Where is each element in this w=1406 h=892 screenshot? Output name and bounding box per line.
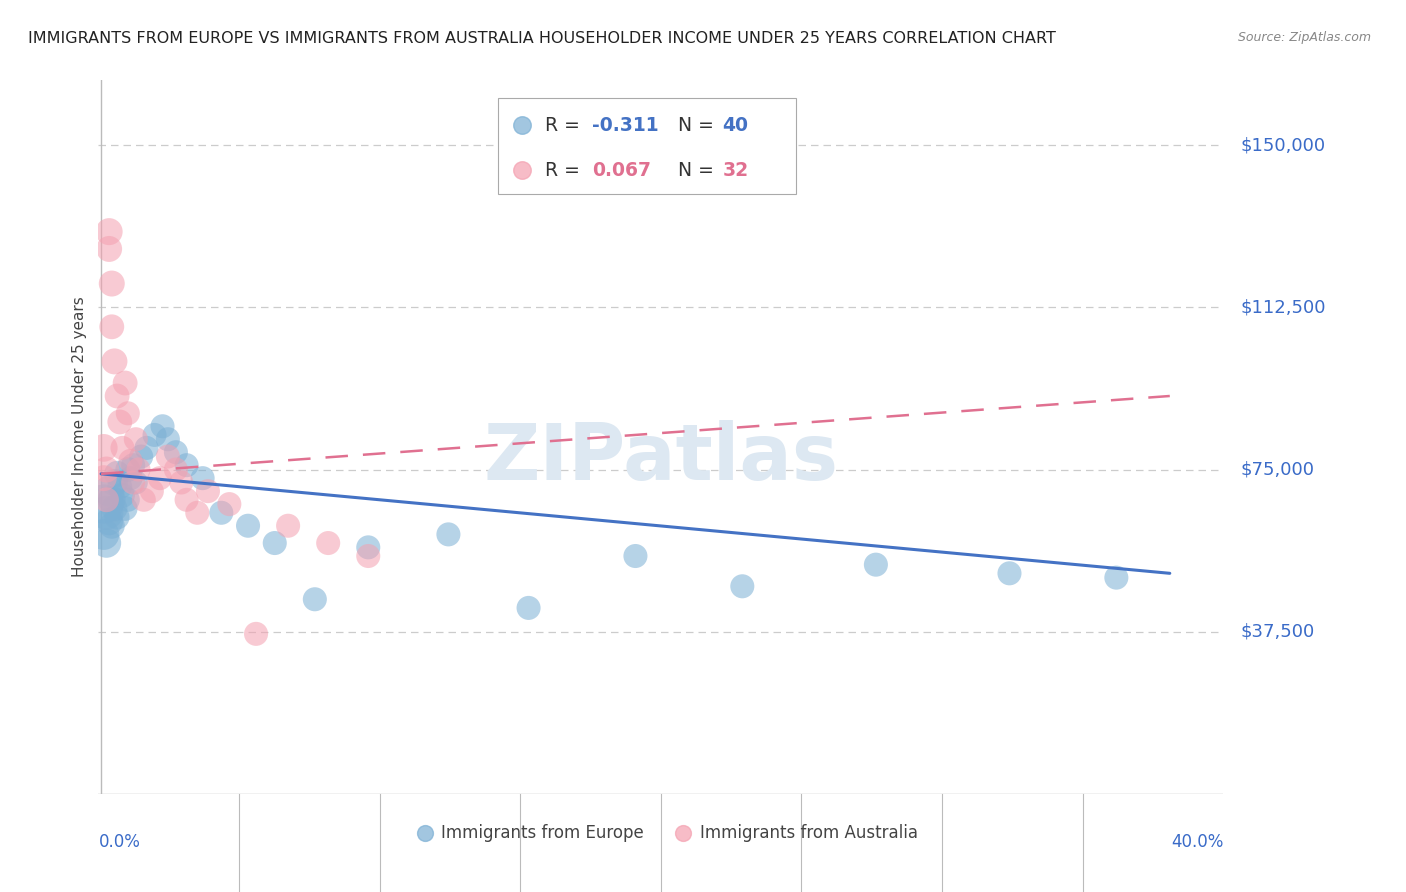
Point: [132, 492, 155, 507]
Point: [103, 354, 125, 368]
Text: N =: N =: [678, 116, 720, 135]
Point: [165, 445, 187, 459]
Point: [103, 475, 125, 490]
Point: [117, 492, 139, 507]
Point: [96, 492, 118, 507]
Point: [108, 480, 131, 494]
Point: [93, 497, 115, 511]
Point: [191, 471, 214, 485]
Point: [263, 536, 285, 550]
Text: ZIPatlas: ZIPatlas: [484, 420, 838, 497]
Point: [165, 462, 187, 476]
Point: [129, 450, 152, 464]
Point: [998, 566, 1021, 581]
Point: [517, 601, 540, 615]
Point: [120, 454, 142, 468]
Point: [98, 225, 121, 239]
Point: [357, 549, 380, 563]
Point: [624, 549, 647, 563]
Point: [98, 242, 121, 256]
Point: [156, 432, 179, 446]
Point: [128, 462, 150, 476]
Point: [96, 536, 118, 550]
Y-axis label: Householder Income Under 25 years: Householder Income Under 25 years: [72, 297, 87, 577]
Point: [105, 510, 128, 524]
Point: [96, 462, 118, 476]
Point: [120, 471, 142, 485]
Text: R =: R =: [546, 116, 586, 135]
Text: $150,000: $150,000: [1240, 136, 1326, 154]
Point: [111, 488, 134, 502]
Point: [143, 428, 166, 442]
Point: [197, 484, 219, 499]
Point: [93, 471, 115, 485]
Text: Immigrants from Europe: Immigrants from Europe: [441, 824, 644, 842]
Point: [111, 441, 134, 455]
Point: [101, 492, 124, 507]
Point: [865, 558, 887, 572]
Text: N =: N =: [678, 161, 720, 180]
Point: [125, 475, 148, 490]
Text: 40: 40: [723, 116, 748, 135]
Text: Immigrants from Australia: Immigrants from Australia: [700, 824, 918, 842]
Point: [108, 415, 131, 429]
Point: [135, 441, 157, 455]
Text: 40.0%: 40.0%: [1171, 833, 1223, 851]
Point: [176, 458, 198, 473]
Point: [98, 484, 121, 499]
Point: [152, 419, 174, 434]
Point: [101, 319, 124, 334]
Text: Source: ZipAtlas.com: Source: ZipAtlas.com: [1237, 31, 1371, 45]
Point: [1097, 787, 1119, 801]
Text: $37,500: $37,500: [1240, 623, 1315, 640]
Point: [209, 506, 232, 520]
Text: R =: R =: [546, 161, 586, 180]
Point: [357, 541, 380, 555]
Text: IMMIGRANTS FROM EUROPE VS IMMIGRANTS FROM AUSTRALIA HOUSEHOLDER INCOME UNDER 25 : IMMIGRANTS FROM EUROPE VS IMMIGRANTS FRO…: [28, 31, 1056, 46]
Point: [101, 518, 124, 533]
Point: [149, 471, 172, 485]
Point: [141, 484, 163, 499]
Point: [98, 515, 121, 529]
Point: [117, 406, 139, 420]
Point: [170, 475, 193, 490]
Point: [731, 579, 754, 593]
Point: [236, 518, 259, 533]
Point: [865, 787, 887, 801]
Point: [114, 501, 136, 516]
Point: [103, 501, 125, 516]
Point: [125, 432, 148, 446]
Text: 0.067: 0.067: [592, 161, 651, 180]
Text: 0.0%: 0.0%: [98, 833, 141, 851]
Point: [186, 506, 208, 520]
Point: [122, 475, 145, 490]
FancyBboxPatch shape: [498, 98, 796, 194]
Point: [156, 450, 179, 464]
Point: [316, 536, 339, 550]
Point: [1097, 787, 1119, 801]
Text: $112,500: $112,500: [1240, 298, 1326, 317]
Point: [176, 492, 198, 507]
Point: [437, 527, 460, 541]
Point: [245, 627, 267, 641]
Point: [122, 458, 145, 473]
Point: [304, 592, 326, 607]
Point: [218, 497, 240, 511]
Point: [1105, 571, 1128, 585]
Point: [114, 376, 136, 390]
Point: [277, 518, 299, 533]
Text: $75,000: $75,000: [1240, 460, 1315, 478]
Point: [117, 462, 139, 476]
Point: [105, 389, 128, 403]
Point: [93, 441, 115, 455]
Text: 32: 32: [723, 161, 749, 180]
Point: [101, 277, 124, 291]
Point: [105, 467, 128, 481]
Point: [96, 506, 118, 520]
Point: [93, 527, 115, 541]
Text: -0.311: -0.311: [592, 116, 659, 135]
